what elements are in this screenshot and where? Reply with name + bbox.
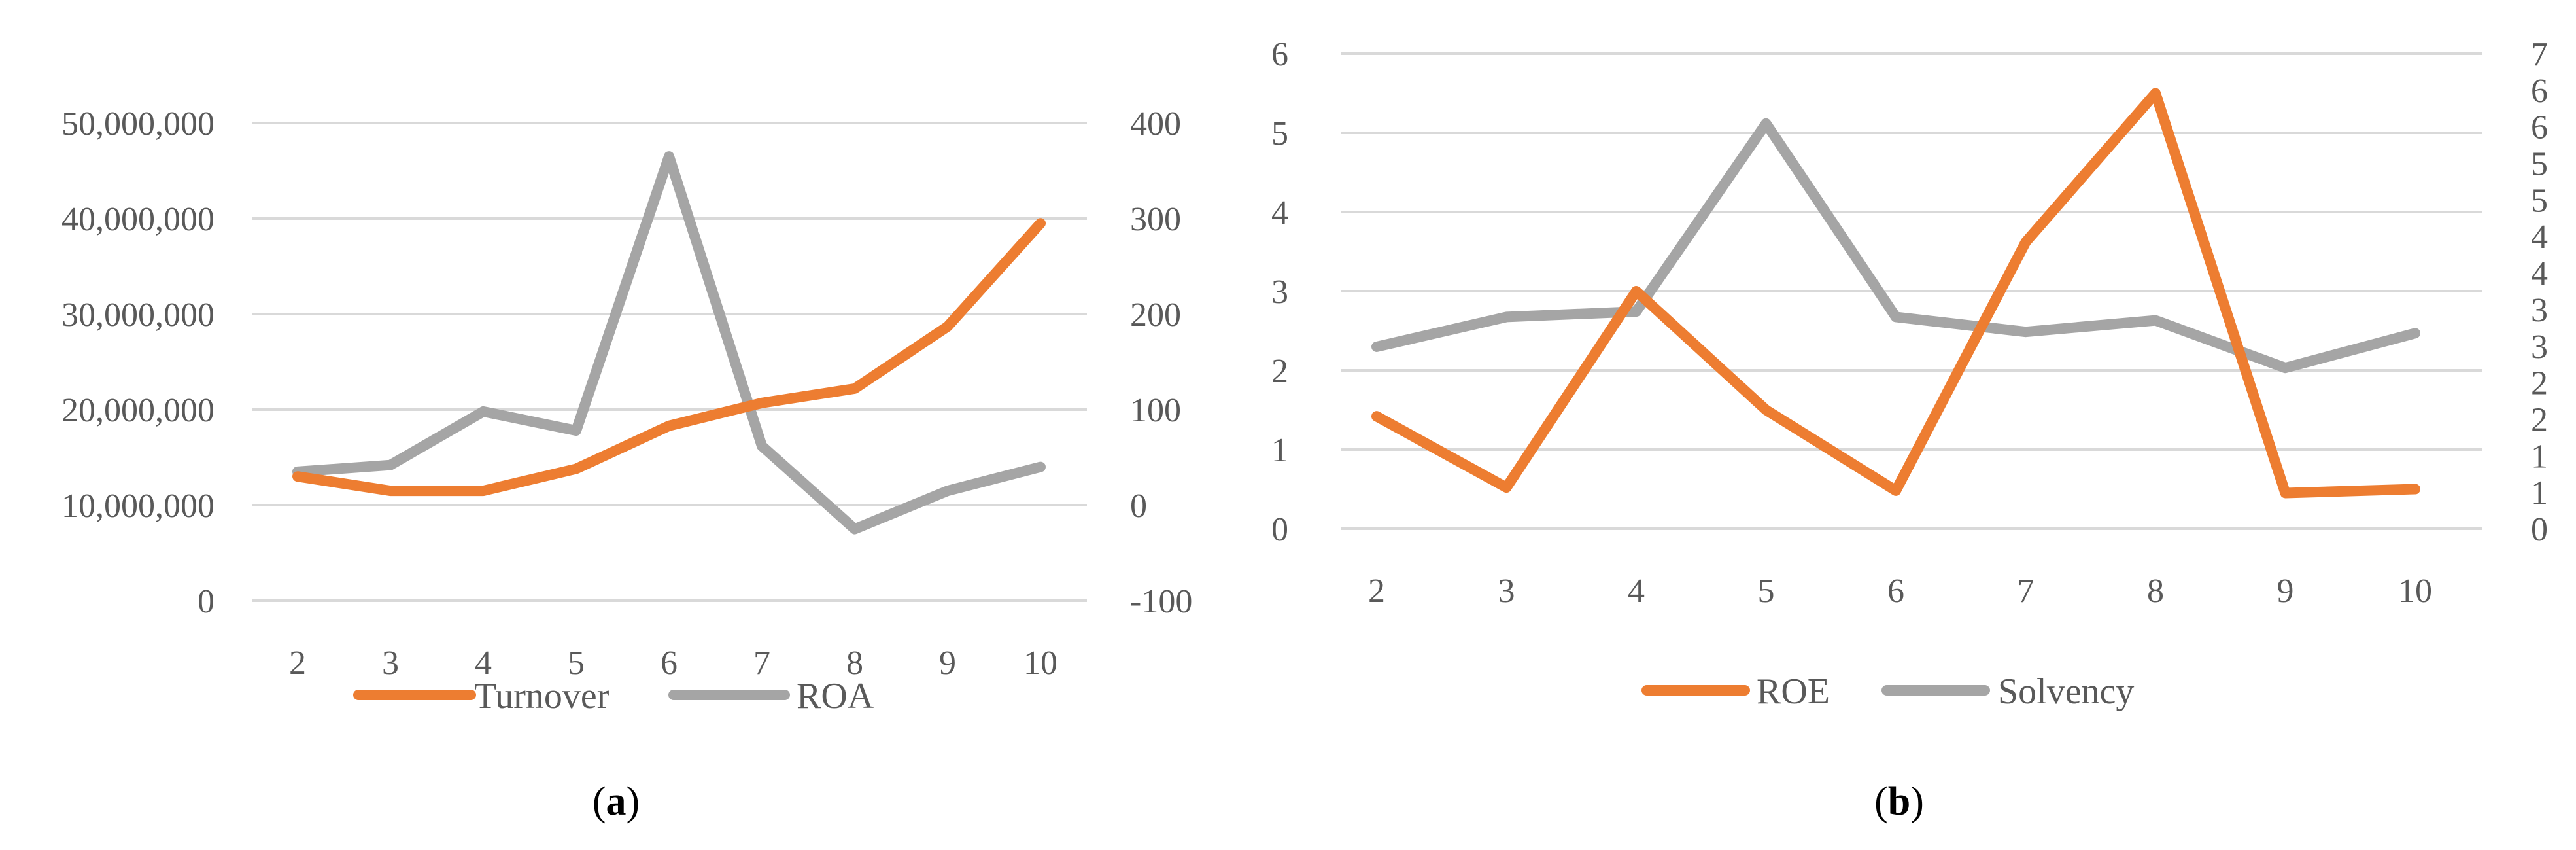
- x-axis-tick-label: 3: [382, 645, 399, 682]
- right-axis-tick-label: 7: [2531, 36, 2548, 73]
- left-axis-tick-label: 1: [1271, 432, 1288, 469]
- right-axis-tick-label: 5: [2531, 182, 2548, 219]
- caption-b: (b): [1874, 779, 1924, 824]
- series-line-roe: [1371, 88, 2420, 499]
- x-axis-tick-label: 9: [2277, 573, 2294, 610]
- caption-a: (a): [592, 779, 640, 824]
- x-axis-tick-label: 5: [1758, 573, 1775, 610]
- left-axis-tick-label: 0: [197, 583, 215, 620]
- x-axis-tick-label: 6: [1887, 573, 1904, 610]
- x-axis-tick-label: 2: [289, 645, 306, 682]
- right-axis-tick-label: 100: [1130, 392, 1181, 429]
- right-axis-tick-label: 4: [2531, 255, 2548, 292]
- right-axis-tick-label: 3: [2531, 328, 2548, 366]
- x-axis-tick-label: 10: [1023, 645, 1057, 682]
- left-axis-tick-label: 40,000,000: [61, 201, 215, 238]
- left-axis-tick-label: 50,000,000: [61, 105, 215, 143]
- x-axis-tick-label: 6: [661, 645, 678, 682]
- chart-a: 0 10,000,000 20,000,000 30,000,000 40,000,00…: [61, 105, 1192, 717]
- right-axis-tick-label: 5: [2531, 146, 2548, 183]
- right-axis-tick-label: -100: [1130, 583, 1192, 620]
- left-axis-tick-label: 6: [1271, 36, 1288, 73]
- legend-label-solvency: Solvency: [1998, 671, 2134, 712]
- x-axis-tick-label: 7: [753, 645, 770, 682]
- x-axis-tick-label: 7: [2018, 573, 2035, 610]
- right-axis-tick-label: 3: [2531, 292, 2548, 329]
- right-axis-tick-label: 6: [2531, 109, 2548, 147]
- legend-label-roa: ROA: [797, 676, 874, 717]
- right-axis-tick-label: 300: [1130, 201, 1181, 238]
- x-axis-tick-label: 5: [568, 645, 585, 682]
- x-axis-tick-label: 10: [2398, 573, 2432, 610]
- right-axis-tick-label: 6: [2531, 73, 2548, 110]
- right-axis-tick-label: 2: [2531, 401, 2548, 438]
- x-axis-tick-label: 4: [1628, 573, 1645, 610]
- right-axis-tick-label: 200: [1130, 296, 1181, 334]
- left-axis-tick-label: 0: [1271, 511, 1288, 548]
- right-axis-tick-label: 1: [2531, 438, 2548, 475]
- x-axis-tick-label: 8: [846, 645, 863, 682]
- x-axis-tick-label: 4: [475, 645, 492, 682]
- left-axis-tick-label: 3: [1271, 274, 1288, 311]
- right-axis-tick-label: 0: [2531, 511, 2548, 548]
- series-line-solvency: [1371, 118, 2420, 374]
- left-axis-tick-label: 2: [1271, 353, 1288, 390]
- left-axis-tick-label: 4: [1271, 194, 1288, 232]
- caption-b-letter: b: [1888, 779, 1910, 824]
- series-line-turnover: [292, 218, 1046, 497]
- left-axis-tick-label: 20,000,000: [61, 392, 215, 429]
- right-axis-tick-label: 4: [2531, 219, 2548, 256]
- svg-text:(a): (a): [592, 779, 640, 824]
- x-axis-tick-label: 2: [1368, 573, 1385, 610]
- series-line-roa: [292, 151, 1046, 535]
- right-axis-tick-label: 1: [2531, 474, 2548, 512]
- left-axis-tick-label: 5: [1271, 115, 1288, 152]
- right-axis-tick-label: 0: [1130, 487, 1147, 525]
- left-axis-tick-label: 30,000,000: [61, 296, 215, 334]
- right-axis-tick-label: 400: [1130, 105, 1181, 143]
- legend-label-turnover: Turnover: [474, 676, 610, 717]
- caption-a-letter: a: [606, 779, 627, 824]
- x-axis-tick-label: 8: [2147, 573, 2164, 610]
- x-axis-tick-label: 9: [939, 645, 956, 682]
- right-axis-tick-label: 2: [2531, 365, 2548, 402]
- x-axis-tick-label: 3: [1498, 573, 1515, 610]
- legend-label-roe: ROE: [1757, 671, 1830, 712]
- left-axis-tick-label: 10,000,000: [61, 487, 215, 525]
- svg-text:(b): (b): [1874, 779, 1924, 824]
